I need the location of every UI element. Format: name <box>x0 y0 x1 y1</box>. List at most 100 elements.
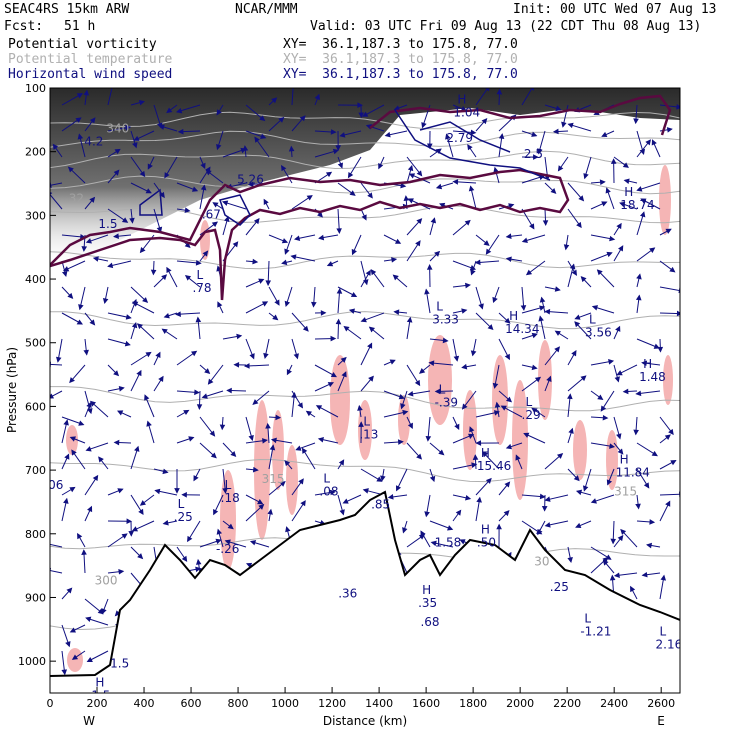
x-tick-label: 200 <box>87 697 108 710</box>
wind-vector-head <box>563 244 570 251</box>
wind-extremum-value: 2.16 <box>656 637 683 651</box>
wind-vector <box>50 543 63 548</box>
wind-vector-head <box>248 435 254 442</box>
pv-shade-blob <box>220 470 236 570</box>
wind-vector-head <box>534 376 542 383</box>
wind-extremum-kind: H <box>457 93 466 107</box>
wind-vector-head <box>163 312 170 319</box>
wind-extremum-value: 5.26 <box>237 173 264 187</box>
wind-vector-head <box>336 287 343 294</box>
y-tick-label: 100 <box>25 82 46 95</box>
wind-vector-head <box>483 240 490 246</box>
wind-vector-head <box>236 333 243 340</box>
fcst-label: Fcst: <box>4 19 44 34</box>
wind-vector-head <box>415 240 421 247</box>
wind-vector-head <box>447 525 454 531</box>
wind-vector-head <box>89 400 97 407</box>
x-axis-label: Distance (km) <box>323 714 407 728</box>
wind-vector-head <box>114 610 121 617</box>
wind-vector-head <box>601 131 608 138</box>
wind-vector-head <box>299 115 306 122</box>
wind-vector-head <box>505 256 512 262</box>
wind-vector-head <box>561 121 567 128</box>
wind-vector-head <box>144 394 150 401</box>
wind-vector-head <box>66 587 73 594</box>
wind-vector-head <box>164 172 170 179</box>
wind-vector-head <box>426 263 433 270</box>
legend-pv-xy: XY= 36.1,187.3 to 175.8, 77.0 <box>283 37 518 52</box>
wind-vector-head <box>154 488 161 495</box>
wind-vector-head <box>606 251 613 258</box>
wind-vector-head <box>343 325 350 332</box>
wind-extremum-value: .85 <box>371 497 390 511</box>
wind-vector-head <box>635 294 642 301</box>
pv-shade-blob <box>358 400 372 460</box>
wind-vector-head <box>184 275 192 281</box>
wind-extremum-kind: L <box>589 312 596 326</box>
wind-vector-head <box>83 349 89 356</box>
wind-vector-head <box>438 449 445 456</box>
wind-vector-head <box>245 562 253 569</box>
wind-vector-head <box>464 219 471 226</box>
wind-extremum-value: .08 <box>319 485 338 499</box>
wind-vector-head <box>591 305 598 311</box>
wind-vector-head <box>600 405 607 412</box>
wind-vector-head <box>69 627 76 633</box>
wind-extremum-kind: H <box>643 357 652 371</box>
wind-vector-head <box>613 572 620 579</box>
wind-vector-head <box>503 510 510 517</box>
wind-vector-head <box>211 221 218 228</box>
wind-vector-head <box>573 475 580 482</box>
x-tick-label: 1800 <box>459 697 487 710</box>
wind-vector-head <box>435 183 443 190</box>
wind-vector-head <box>601 201 608 207</box>
wind-vector-head <box>531 364 538 371</box>
wind-extremum-value: .68 <box>420 615 439 629</box>
wind-vector-head <box>504 353 510 361</box>
wind-vector-head <box>114 148 121 155</box>
wind-extremum-value: 3.56 <box>585 325 612 339</box>
wind-vector-head <box>504 317 511 324</box>
wind-vector-head <box>89 319 96 326</box>
wind-vector-head <box>400 182 407 189</box>
wind-vector-head <box>284 248 290 255</box>
pv-shade-blob <box>254 400 270 540</box>
wind-vector-head <box>161 274 168 281</box>
wind-vector-head <box>567 556 573 563</box>
wind-vector-head <box>175 311 181 317</box>
wind-vector-head <box>468 433 475 439</box>
wind-vector-head <box>599 179 606 186</box>
wind-vector-head <box>387 494 394 500</box>
wind-vector-head <box>224 539 231 545</box>
wind-vector-head <box>406 316 413 323</box>
x-tick-label: 1000 <box>271 697 299 710</box>
wind-vector-head <box>531 332 538 339</box>
wind-vector-head <box>419 368 426 374</box>
wind-vector-head <box>350 291 358 298</box>
wind-vector-head <box>76 93 84 99</box>
wind-vector-head <box>249 353 255 360</box>
wind-vector-head <box>61 270 68 277</box>
wind-vector-head <box>620 528 627 535</box>
wind-vector-head <box>339 132 346 138</box>
wind-vector-head <box>87 407 93 415</box>
wind-vector-head <box>293 353 299 360</box>
wind-vector-head <box>474 259 481 266</box>
wind-vector-head <box>568 427 574 434</box>
wind-vector-head <box>300 500 306 507</box>
wind-vector-head <box>76 319 83 325</box>
terrain-fill <box>50 492 680 693</box>
wind-vector-head <box>293 235 301 242</box>
wind-vector-head <box>636 273 642 280</box>
wind-vector-head <box>216 144 222 151</box>
wind-vector-head <box>580 276 587 283</box>
wind-vector-head <box>291 81 295 85</box>
legend-wind-name: Horizontal wind speed <box>8 67 173 82</box>
x-tick-label: 1600 <box>412 697 440 710</box>
wind-vector <box>50 363 63 366</box>
theta-contour-label: 30 <box>534 555 549 569</box>
wind-vector-head <box>578 195 585 202</box>
wind-extremum-value: .18 <box>221 491 240 505</box>
wind-vector-head <box>362 488 369 494</box>
